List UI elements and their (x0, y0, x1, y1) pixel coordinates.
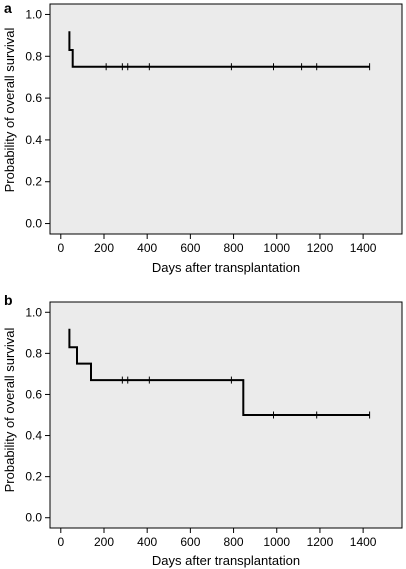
panel-a-y-tick-label: 0.8 (25, 49, 42, 63)
panel-a-x-tick-label: 600 (180, 241, 200, 255)
panel-b-x-tick-label: 800 (224, 535, 244, 549)
panel-a-y-tick-label: 0.0 (25, 217, 42, 231)
panel-a-label: a (4, 0, 12, 16)
panel-b-x-tick-label: 600 (180, 535, 200, 549)
panel-b-survival-curve (68, 328, 370, 416)
panel-b-label: b (4, 292, 13, 308)
panel-a-x-tick-label: 200 (94, 241, 114, 255)
panel-a: a Probability of overall survival Days a… (2, 0, 403, 275)
panel-b: b Probability of overall survival Days a… (2, 292, 403, 568)
panel-b-x-tick-label: 1400 (350, 535, 377, 549)
panel-b-y-tick-label: 0.6 (25, 387, 42, 401)
panel-b-x-tick-label: 400 (137, 535, 157, 549)
panel-a-plot-area (49, 3, 403, 235)
panel-b-x-tick-label: 1000 (263, 535, 290, 549)
panel-a-y-axis-title: Probability of overall survival (2, 28, 17, 193)
panel-a-x-axis-title: Days after transplantation (152, 260, 300, 275)
panel-a-y-tick-label: 0.4 (25, 133, 42, 147)
panel-a-x-tick-label: 1000 (263, 241, 290, 255)
panel-a-y-tick-label: 0.6 (25, 91, 42, 105)
panel-b-y-tick-label: 0.8 (25, 346, 42, 360)
panel-b-x-axis-title: Days after transplantation (152, 553, 300, 568)
panel-a-x-tick-label: 800 (224, 241, 244, 255)
panel-a-x-tick-label: 400 (137, 241, 157, 255)
panel-a-x-tick-label: 1200 (307, 241, 334, 255)
panel-b-y-tick-label: 1.0 (25, 305, 42, 319)
panel-a-y-tick-label: 0.2 (25, 175, 42, 189)
panel-b-x-tick-label: 0 (57, 535, 64, 549)
panel-a-x-tick-label: 0 (57, 241, 64, 255)
panel-b-y-tick-label: 0.0 (25, 511, 42, 525)
panel-a-x-tick-label: 1400 (350, 241, 377, 255)
panel-a-y-tick-label: 1.0 (25, 7, 42, 21)
panel-b-x-tick-label: 200 (94, 535, 114, 549)
panel-b-y-axis-title: Probability of overall survival (2, 328, 17, 493)
panel-b-y-tick-label: 0.4 (25, 429, 42, 443)
panel-b-y-tick-label: 0.2 (25, 470, 42, 484)
panel-b-x-tick-label: 1200 (307, 535, 334, 549)
